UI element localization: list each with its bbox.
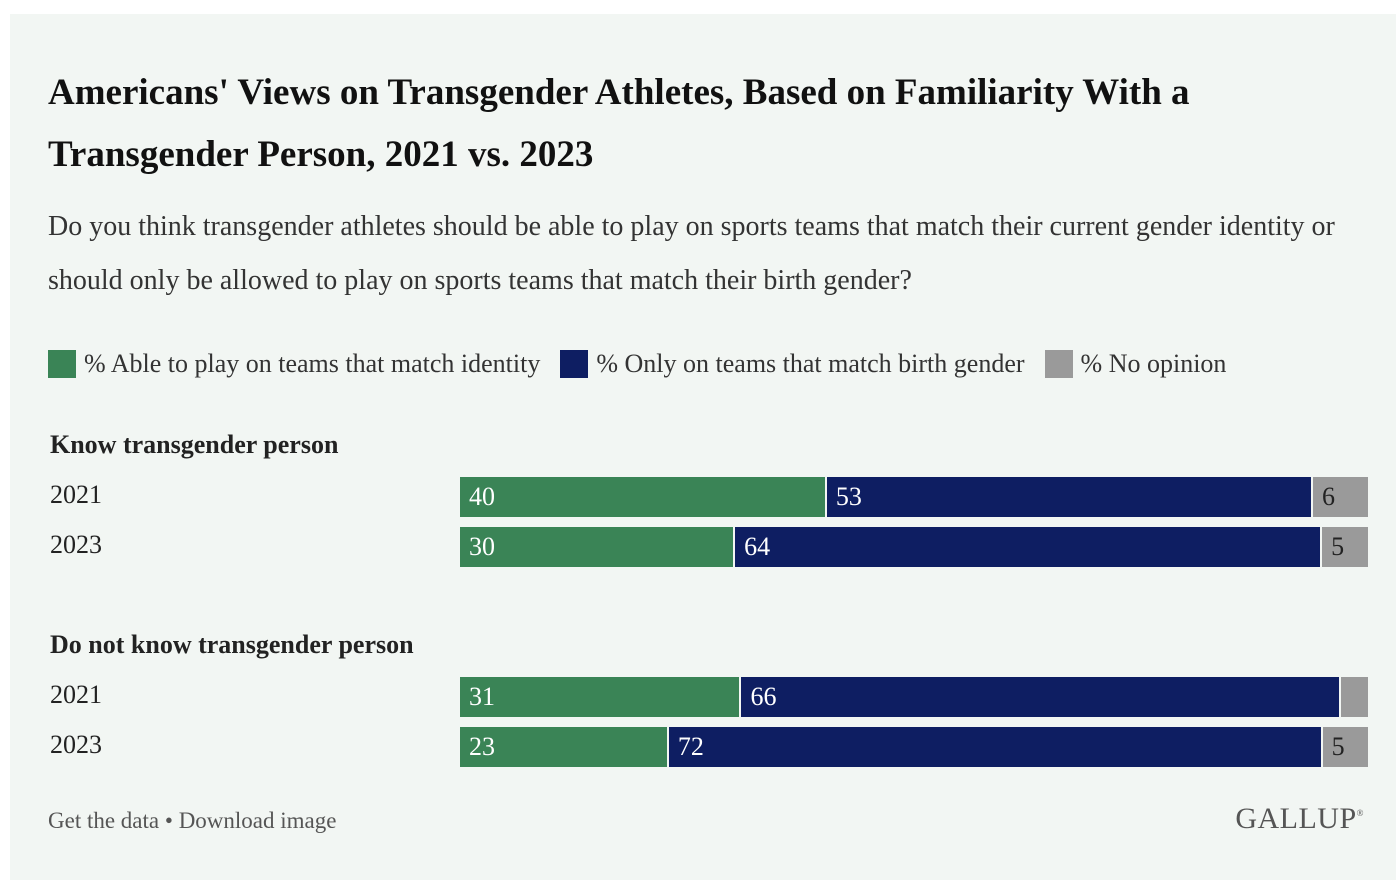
bar-segment-identity: 31 [460, 677, 742, 717]
bar-know-2021: 40 53 6 [460, 477, 1368, 517]
data-label-no-opinion: 5 [1331, 532, 1345, 561]
data-label-identity: 30 [469, 532, 495, 561]
legend-label-birth-gender: % Only on teams that match birth gender [596, 349, 1025, 378]
bar-segment-birth-gender: 53 [826, 477, 1313, 517]
legend-swatch-no-opinion [1044, 350, 1073, 378]
gallup-logo: GALLUP® [1235, 802, 1364, 836]
bar-segment-birth-gender: 72 [668, 727, 1323, 767]
data-label-birth-gender: 64 [744, 532, 771, 561]
bar-segment-no-opinion: 6 [1312, 477, 1368, 517]
footer-separator: • [159, 808, 179, 833]
footer-links: Get the data • Download image [48, 808, 336, 834]
data-label-identity: 31 [469, 682, 495, 711]
bar-segment-birth-gender: 64 [735, 527, 1323, 567]
legend-label-no-opinion: % No opinion [1080, 349, 1227, 378]
gallup-logo-mark: ® [1356, 808, 1364, 818]
data-label-birth-gender: 72 [677, 732, 704, 761]
legend-swatch-identity [48, 350, 76, 378]
row-label-know-2023: 2023 [50, 530, 102, 559]
bar-do-not-know-2021: 31 66 [460, 677, 1368, 717]
bar-segment-no-opinion [1340, 677, 1368, 717]
chart-card: Americans' Views on Transgender Athletes… [10, 14, 1396, 880]
data-label-birth-gender: 66 [750, 682, 777, 711]
data-label-birth-gender: 53 [835, 482, 862, 511]
chart-subtitle: Do you think transgender athletes should… [48, 211, 1335, 296]
data-label-no-opinion: 5 [1331, 732, 1345, 761]
bar-segment-identity: 23 [460, 727, 669, 767]
group-label-know: Know transgender person [50, 430, 339, 459]
get-data-link[interactable]: Get the data [48, 808, 160, 833]
row-label-do-not-know-2023: 2023 [50, 730, 102, 759]
legend-swatch-birth-gender [560, 350, 589, 378]
legend: % Able to play on teams that match ident… [48, 348, 1246, 380]
bar-segment-birth-gender: 66 [741, 677, 1341, 717]
download-image-link[interactable]: Download image [178, 808, 337, 833]
row-label-do-not-know-2021: 2021 [50, 680, 102, 709]
bar-know-2023: 30 64 5 [460, 527, 1368, 567]
bar-do-not-know-2023: 23 72 5 [460, 727, 1368, 767]
bar-segment-identity: 40 [460, 477, 827, 517]
bar-segment-no-opinion: 5 [1322, 527, 1368, 567]
legend-item-identity: % Able to play on teams that match ident… [48, 349, 540, 379]
legend-item-birth-gender: % Only on teams that match birth gender [560, 349, 1025, 379]
legend-label-identity: % Able to play on teams that match ident… [84, 349, 541, 378]
chart-title: Americans' Views on Transgender Athletes… [48, 72, 1190, 175]
data-label-identity: 23 [469, 732, 495, 761]
gallup-logo-text: GALLUP [1235, 802, 1357, 835]
bar-segment-no-opinion: 5 [1322, 727, 1368, 767]
group-label-do-not-know: Do not know transgender person [50, 630, 414, 659]
bar-segment-identity: 30 [460, 527, 736, 567]
legend-item-no-opinion: % No opinion [1044, 349, 1227, 379]
data-label-identity: 40 [469, 482, 495, 511]
data-label-no-opinion: 6 [1321, 482, 1335, 511]
row-label-know-2021: 2021 [50, 480, 102, 509]
